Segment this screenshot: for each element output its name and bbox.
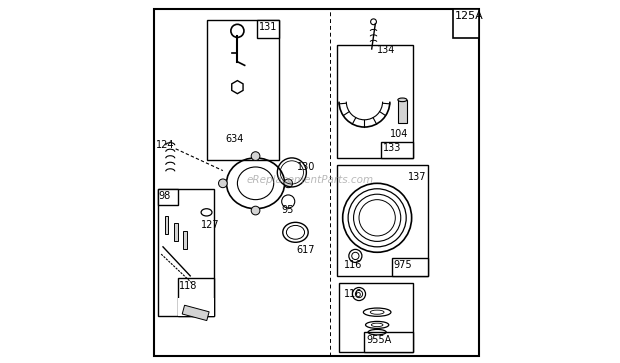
Bar bbox=[182, 305, 209, 321]
Bar bbox=[174, 223, 177, 241]
Text: 130: 130 bbox=[296, 162, 315, 172]
Text: 95: 95 bbox=[281, 205, 294, 215]
Bar bbox=[165, 216, 169, 234]
Text: 975: 975 bbox=[394, 260, 412, 270]
Circle shape bbox=[218, 179, 228, 188]
FancyBboxPatch shape bbox=[337, 165, 428, 276]
Circle shape bbox=[251, 206, 260, 215]
FancyBboxPatch shape bbox=[339, 283, 414, 352]
Bar bbox=[183, 231, 187, 249]
FancyBboxPatch shape bbox=[154, 9, 479, 356]
Text: 617: 617 bbox=[296, 245, 315, 255]
Ellipse shape bbox=[398, 98, 407, 102]
FancyBboxPatch shape bbox=[157, 189, 177, 205]
FancyBboxPatch shape bbox=[177, 298, 214, 316]
FancyBboxPatch shape bbox=[365, 332, 414, 352]
Text: 98: 98 bbox=[159, 191, 171, 201]
FancyBboxPatch shape bbox=[381, 142, 414, 158]
FancyBboxPatch shape bbox=[337, 45, 414, 158]
Text: 116: 116 bbox=[344, 260, 363, 270]
Text: 127: 127 bbox=[201, 220, 219, 230]
FancyBboxPatch shape bbox=[157, 189, 214, 316]
FancyBboxPatch shape bbox=[383, 142, 414, 158]
Text: 104: 104 bbox=[390, 129, 408, 139]
Bar bbox=[398, 100, 407, 123]
Text: eReplacementParts.com: eReplacementParts.com bbox=[246, 175, 374, 185]
FancyBboxPatch shape bbox=[394, 258, 428, 276]
FancyBboxPatch shape bbox=[364, 332, 414, 352]
Circle shape bbox=[251, 152, 260, 160]
Text: 131: 131 bbox=[259, 22, 278, 32]
Text: 116: 116 bbox=[344, 289, 363, 299]
Text: 137: 137 bbox=[408, 172, 427, 183]
Text: 133: 133 bbox=[383, 143, 401, 154]
FancyBboxPatch shape bbox=[257, 20, 279, 38]
FancyBboxPatch shape bbox=[177, 278, 214, 316]
Text: 955A: 955A bbox=[366, 335, 391, 345]
FancyBboxPatch shape bbox=[392, 258, 428, 276]
Text: 118: 118 bbox=[179, 281, 197, 291]
Text: 124: 124 bbox=[156, 140, 174, 150]
Circle shape bbox=[284, 179, 293, 188]
Text: 634: 634 bbox=[226, 134, 244, 144]
Text: 134: 134 bbox=[377, 45, 396, 56]
FancyBboxPatch shape bbox=[206, 20, 279, 160]
Text: 125A: 125A bbox=[455, 11, 484, 21]
FancyBboxPatch shape bbox=[453, 9, 479, 38]
